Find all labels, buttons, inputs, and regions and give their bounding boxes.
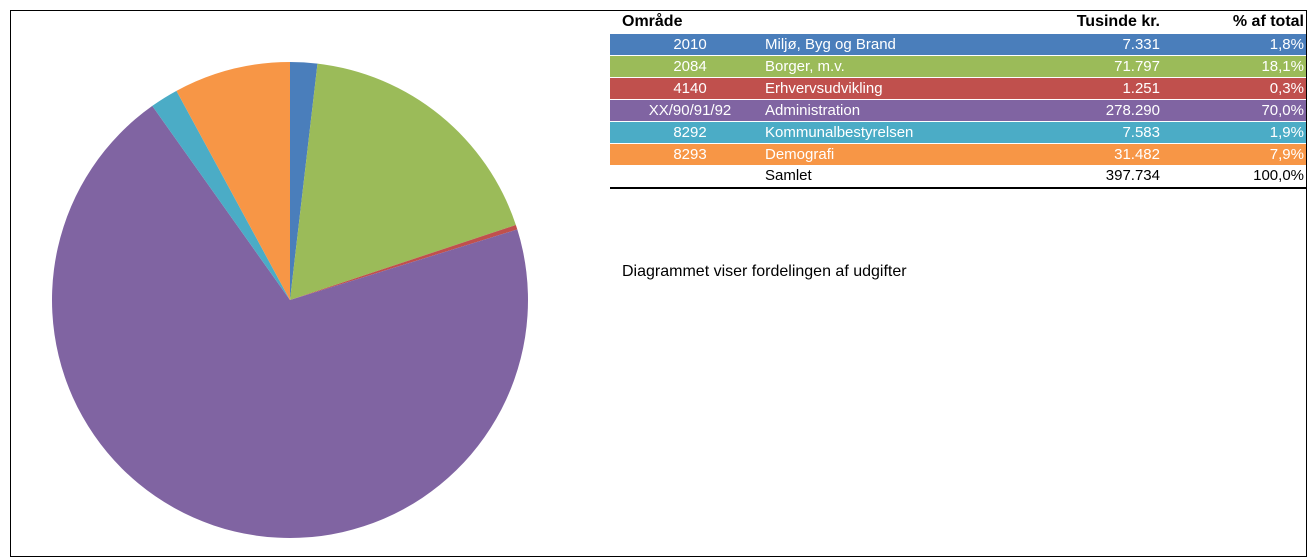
percent-cell: 0,3% (1270, 80, 1304, 97)
code-cell: 2084 (673, 58, 706, 75)
code-cell: XX/90/91/92 (649, 102, 732, 119)
total-percent: 100,0% (1253, 167, 1304, 184)
note: Diagrammet viser fordelingen af udgifter (622, 263, 907, 280)
percent-cell: 1,9% (1270, 124, 1304, 141)
name-cell: Erhvervsudvikling (765, 80, 883, 97)
table-row (610, 100, 1306, 121)
header-area: Område (622, 12, 683, 30)
header-amount: Tusinde kr. (1077, 13, 1160, 30)
table-row (610, 78, 1306, 99)
amount-cell: 71.797 (1114, 58, 1160, 75)
name-cell: Demografi (765, 146, 834, 163)
percent-cell: 18,1% (1261, 58, 1304, 75)
name-cell: Kommunalbestyrelsen (765, 124, 913, 141)
amount-cell: 278.290 (1106, 102, 1160, 119)
name-cell: Miljø, Byg og Brand (765, 36, 896, 53)
code-cell: 8292 (673, 124, 706, 141)
pie-slice (152, 90, 290, 300)
code-cell: 8293 (673, 146, 706, 163)
total-label: Samlet (765, 167, 813, 184)
table-row (610, 34, 1306, 55)
amount-cell: 31.482 (1114, 146, 1160, 163)
code-cell: 2010 (673, 36, 706, 53)
amount-cell: 7.331 (1122, 36, 1160, 53)
table-row (610, 122, 1306, 143)
table-row (610, 56, 1306, 77)
pie-slice (176, 62, 290, 300)
code-cell: 4140 (673, 80, 706, 97)
amount-cell: 7.583 (1122, 124, 1160, 141)
name-cell: Borger, m.v. (765, 58, 845, 75)
header-percent: % af total (1233, 13, 1304, 30)
percent-cell: 70,0% (1261, 102, 1304, 119)
pie-slice (290, 224, 518, 300)
amount-cell: 1.251 (1122, 80, 1160, 97)
percent-cell: 1,8% (1270, 36, 1304, 53)
pie-slice (290, 62, 318, 300)
table-row (610, 144, 1306, 165)
total-amount: 397.734 (1106, 167, 1160, 184)
percent-cell: 7,9% (1270, 146, 1304, 163)
pie-slice (52, 105, 528, 538)
pie-slice (290, 63, 516, 301)
name-cell: Administration (765, 102, 860, 119)
